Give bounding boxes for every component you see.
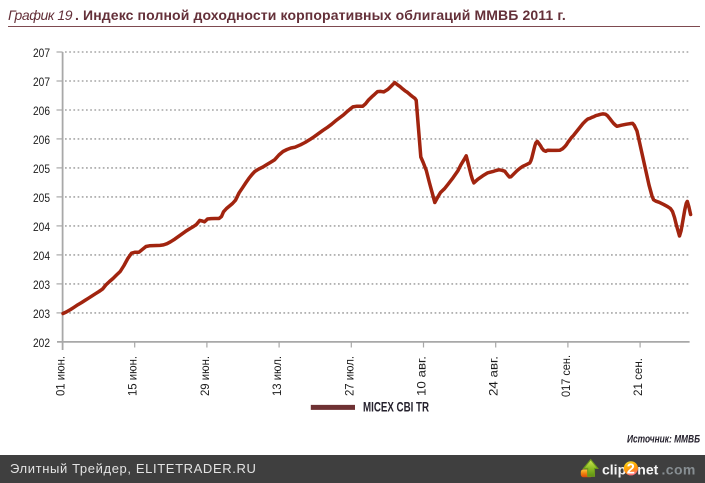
svg-text:24 авг.: 24 авг.: [489, 356, 501, 396]
svg-text:10 авг.: 10 авг.: [417, 356, 429, 396]
svg-text:205: 205: [33, 193, 50, 205]
svg-text:2: 2: [627, 461, 635, 477]
svg-text:.com: .com: [662, 461, 696, 477]
svg-text:202: 202: [33, 338, 50, 350]
svg-text:Источник: ММВБ: Источник: ММВБ: [627, 434, 700, 446]
svg-text:207: 207: [33, 77, 50, 89]
svg-text:MICEX CBI TR: MICEX CBI TR: [363, 400, 429, 415]
svg-text:net: net: [637, 461, 658, 477]
svg-text:204: 204: [33, 251, 51, 263]
svg-text:205: 205: [33, 164, 50, 176]
svg-text:207: 207: [33, 48, 50, 60]
svg-text:017 сен.: 017 сен.: [561, 355, 573, 397]
svg-text:21 сен.: 21 сен.: [633, 358, 645, 396]
svg-text:204: 204: [33, 222, 51, 234]
svg-text:203: 203: [33, 309, 50, 321]
svg-text:27 июл.: 27 июл.: [344, 356, 356, 396]
svg-text:clip: clip: [602, 461, 626, 477]
svg-text:206: 206: [33, 106, 50, 118]
svg-text:203: 203: [33, 280, 50, 292]
svg-text:01 июн.: 01 июн.: [56, 356, 68, 396]
svg-text:13 июл.: 13 июл.: [272, 356, 284, 396]
svg-text:206: 206: [33, 135, 50, 147]
svg-text:29 июн.: 29 июн.: [200, 356, 212, 396]
svg-text:15 июн.: 15 июн.: [128, 356, 140, 396]
